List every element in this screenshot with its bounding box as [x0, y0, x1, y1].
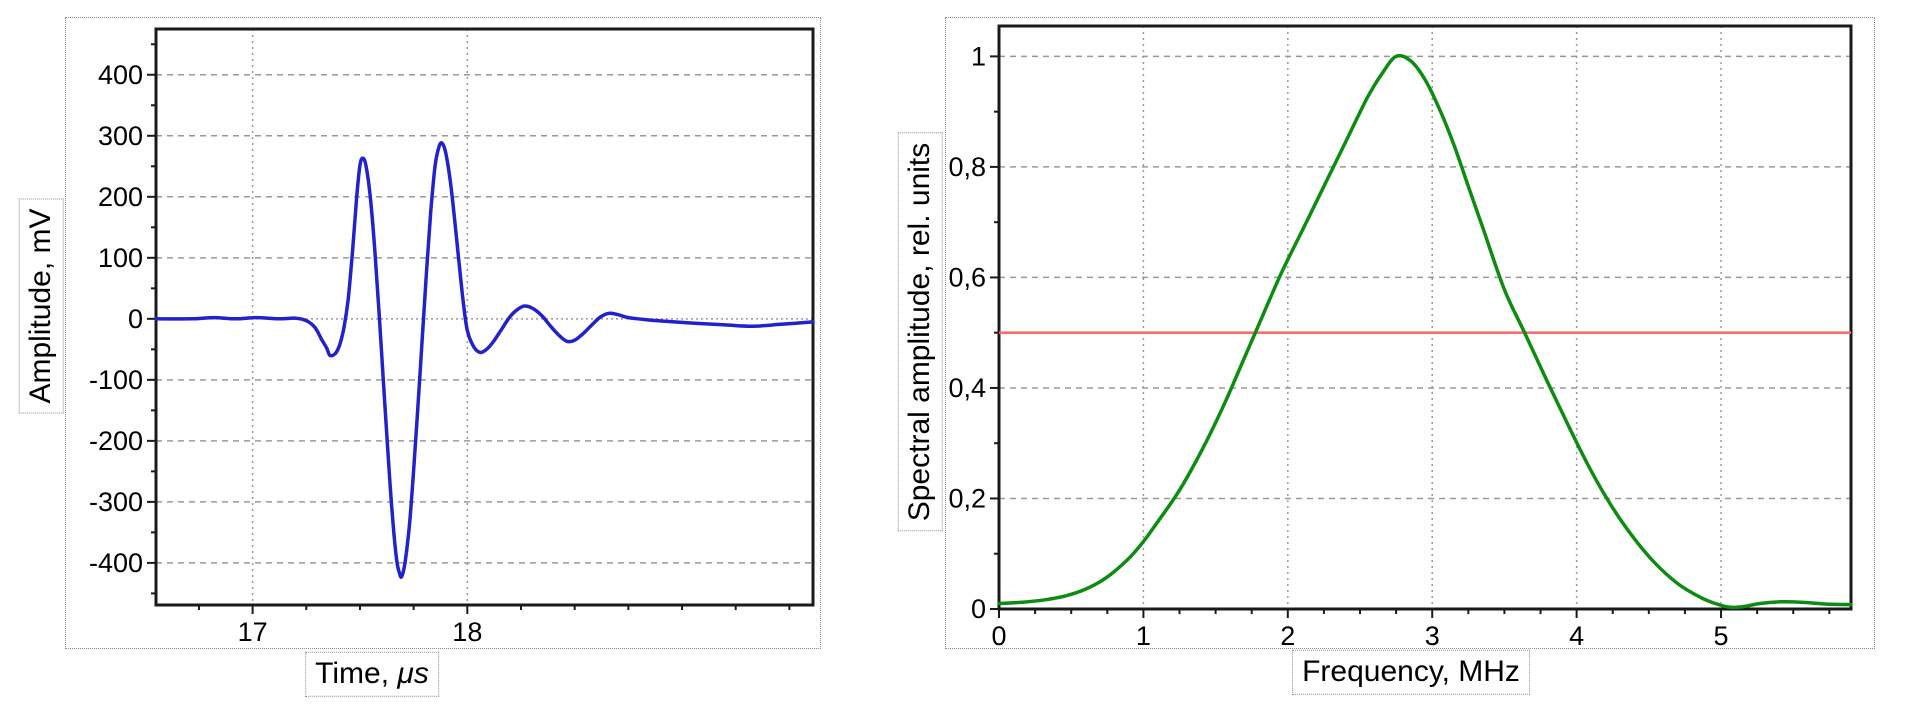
- spectrum-y-axis-title: Spectral amplitude, rel. units: [897, 132, 943, 532]
- y-tick-label: 0: [971, 594, 986, 624]
- x-tick-label: 18: [452, 617, 482, 647]
- waveform-x-axis-title: Time, μs: [305, 651, 439, 697]
- spectrum-curve: [997, 53, 1853, 610]
- y-tick-label: -100: [89, 365, 143, 395]
- y-tick-label: 0,8: [948, 152, 986, 182]
- waveform-plot: 17 18 -400 -300 -200 -100 0 100 200 300 400: [89, 27, 815, 647]
- y-tick-label: 1: [971, 41, 986, 71]
- y-tick-label: 0,4: [948, 373, 986, 403]
- x-tick-label: 0: [991, 621, 1006, 651]
- y-tick-label: 100: [98, 243, 143, 273]
- waveform-figure: 17 18 -400 -300 -200 -100 0 100 200 300 400: [65, 17, 821, 649]
- spectrum-x-axis-title: Frequency, MHz: [1292, 649, 1530, 695]
- waveform-y-axis-title: Amplitude, mV: [18, 198, 64, 414]
- y-tick-label: 300: [98, 121, 143, 151]
- echo-waveform-curve: [154, 141, 815, 579]
- x-tick-label: 5: [1714, 621, 1729, 651]
- x-tick-label: 17: [238, 617, 268, 647]
- y-tick-label: -200: [89, 426, 143, 456]
- x-tick-label: 3: [1425, 621, 1440, 651]
- y-tick-label: 0,2: [948, 483, 986, 513]
- y-tick-label: 0: [128, 304, 143, 334]
- plot-border: [997, 24, 1853, 611]
- spectrum-plot: 0 1 2 3 4 5 0 0,2 0,4 0,6 0,8 1: [948, 24, 1853, 651]
- x-tick-label: 2: [1280, 621, 1295, 651]
- plot-border: [154, 27, 815, 607]
- waveform-x-axis-unit: μs: [397, 656, 429, 690]
- x-tick-label: 1: [1136, 621, 1151, 651]
- y-tick-label: -300: [89, 487, 143, 517]
- y-tick-label: 200: [98, 182, 143, 212]
- y-tick-label: 0,6: [948, 262, 986, 292]
- x-tick-label: 4: [1569, 621, 1584, 651]
- waveform-x-axis-title-text: Time,: [315, 656, 398, 690]
- spectrum-figure: 0 1 2 3 4 5 0 0,2 0,4 0,6 0,8 1: [945, 17, 1875, 651]
- y-tick-label: 400: [98, 60, 143, 90]
- y-tick-label: -400: [89, 548, 143, 578]
